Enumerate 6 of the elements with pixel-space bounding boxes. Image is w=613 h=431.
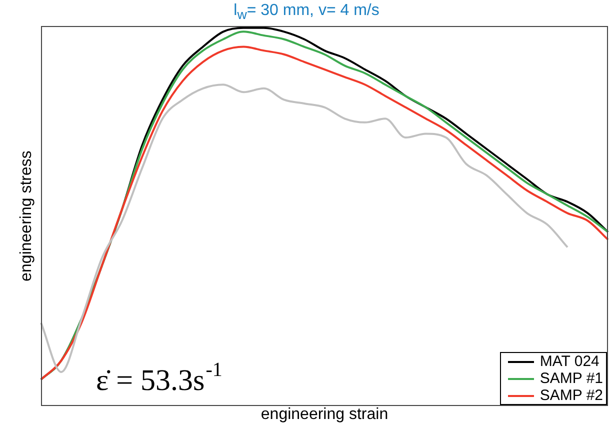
legend-label: SAMP #2 — [540, 387, 603, 404]
legend-label: SAMP #1 — [540, 370, 603, 387]
chart-title: l$_{w}$= 30 mm, v= 4 m/s — [232, 2, 380, 22]
y-axis-title: engineering stress — [18, 150, 36, 284]
legend-label: MAT 024 — [540, 353, 600, 370]
x-axis-title: engineering strain — [260, 406, 390, 424]
